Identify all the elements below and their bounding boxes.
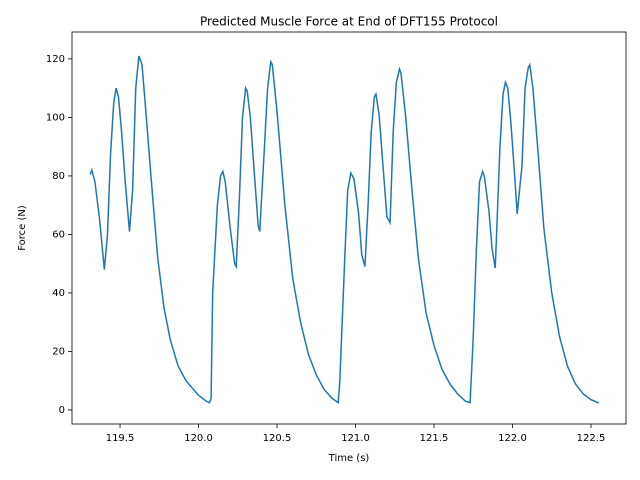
y-axis-label: Force (N) [17, 205, 28, 251]
y-tick-label: 120 [46, 54, 65, 65]
plot-frame [71, 31, 627, 425]
chart-title: Predicted Muscle Force at End of DFT155 … [200, 15, 498, 29]
x-tick-label: 122.0 [498, 433, 527, 444]
y-tick-label: 20 [52, 346, 65, 357]
y-tick-label: 100 [46, 112, 65, 123]
x-tick-label: 120.5 [263, 433, 292, 444]
x-tick-label: 119.5 [106, 433, 135, 444]
y-tick-label: 0 [59, 405, 65, 416]
y-tick-label: 60 [52, 229, 65, 240]
x-axis-label: Time (s) [328, 453, 370, 464]
x-tick-label: 122.5 [577, 433, 606, 444]
y-tick-label: 80 [52, 171, 65, 182]
x-tick-label: 121.0 [341, 433, 370, 444]
x-tick-label: 121.5 [420, 433, 449, 444]
y-tick-label: 40 [52, 288, 65, 299]
x-tick-label: 120.0 [184, 433, 213, 444]
line-series [89, 55, 600, 405]
